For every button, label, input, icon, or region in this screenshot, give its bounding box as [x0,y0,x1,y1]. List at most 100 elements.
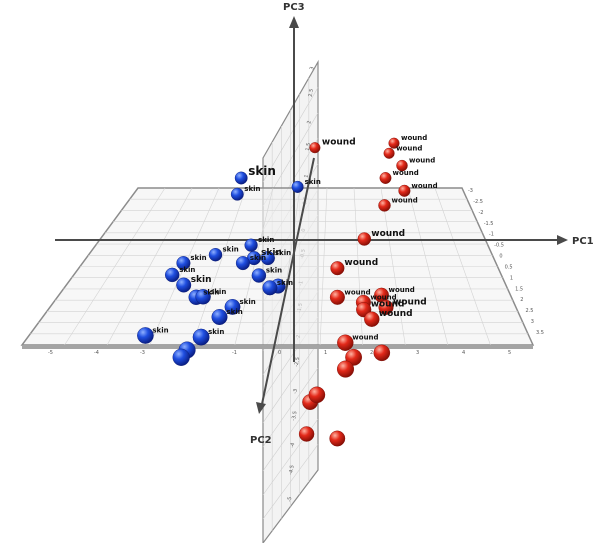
wound-point [378,299,394,315]
horizontal-plane: -5 -4 -3 -2 -1 0 1 2 3 4 5 -3-2.5 -2-1.5 -1-0.5 00.5 1… [20,187,544,356]
grid-line [262,367,319,447]
skin-point [234,171,248,185]
pc2-tick-label: -1.5 [484,221,494,227]
skin-point-label: skin [244,185,260,193]
pc2-axis-arrowhead [256,402,266,414]
axes: PC1 PC3 PC2 [55,2,594,446]
skin-point [251,268,267,283]
skin-point [172,348,190,366]
skin-point [224,298,241,315]
skin-point [244,238,258,252]
wound-point-label: wound [396,144,422,152]
skin-point-label: skin [277,279,293,287]
wound-point [379,172,392,184]
wound-point [337,360,355,378]
wound-point-label: wound [401,134,427,142]
wound-point-label: wound [344,288,370,296]
wound-point-label: wound [352,334,378,342]
pc1-tick-label: -3 [140,350,145,356]
pc3-tick-label: 2.5 [308,88,315,97]
pc1-tick-label: 5 [508,350,511,356]
pc3-tick-label: 3 [309,66,315,70]
pc3-tick-label: -2.5 [294,357,302,368]
wound-point-label: wound [393,169,419,177]
point-labels: skinskinskinskinskinskinskinskinskinskin… [152,134,437,342]
wound-point [298,426,315,442]
wound-point-label: wound [371,229,405,239]
wound-point [364,311,380,327]
pc2-tick-label: -2 [478,210,483,216]
grid-line [262,444,319,520]
pc2-tick-label: -3 [468,188,473,194]
grid-line [262,87,319,183]
wound-point [308,386,326,404]
skin-point-label: skin [208,328,224,336]
skin-point-label: skin [258,236,274,244]
pc1-tick-label: -1 [232,350,237,356]
skin-point-label: skin [250,254,266,262]
pc2-tick-label: 1.5 [515,286,523,292]
pc1-tick-label: 2 [370,350,373,356]
skin-point-label: skin [179,266,195,274]
skin-point-label: skin [203,288,219,296]
wound-point-label: wound [409,157,435,165]
wound-point [329,289,345,305]
wound-point-label: wound [370,293,396,301]
skin-point [176,256,191,271]
wound-point [345,348,362,366]
pc2-axis-label: PC2 [250,435,272,446]
wound-point [329,430,346,447]
pc3-tick-label: 2 [306,120,312,124]
pc2-tick-label: -0.5 [494,243,504,249]
wound-point-label: wound [392,196,418,204]
skin-point [192,328,210,346]
pc1-axis-arrowhead [557,235,568,245]
grid-line [262,342,319,423]
wound-point-label: wound [379,309,413,319]
pc1-tick-label: 4 [462,350,465,356]
pc3-tick-label: 1.5 [305,142,312,151]
skin-point-label: skin [223,246,239,254]
pc2-axis-line [261,157,315,405]
skin-point [211,309,228,326]
pc2-tick-label: -1 [489,232,494,238]
pc2-tick-label: 3.5 [536,330,544,336]
skin-point [137,327,154,344]
pc2-tick-label: 2 [520,297,523,303]
wound-point-label: wound [322,138,356,148]
pc3-tick-label: -4 [289,442,296,448]
skin-point-label: skin [227,308,243,316]
skin-point-label: skin [190,254,206,262]
pc3-tick-label: -5 [287,496,294,502]
wound-point-label: wound [393,297,427,307]
pc2-tick-label: 0 [499,254,502,260]
wound-point [373,344,391,362]
wound-point [396,159,408,172]
skin-point-label: skin [191,275,212,285]
wound-point-label: wound [411,182,437,190]
pc3-tick-label: -3 [292,388,299,394]
skin-point [291,180,304,193]
pc1-tick-label: -5 [48,350,53,356]
pc2-tick-label: 3 [531,319,534,325]
skin-point-label: skin [240,298,256,306]
pc1-tick-label: 3 [416,350,419,356]
skin-point-label: skin [266,267,282,275]
wound-point [398,184,411,197]
wound-point-label: wound [371,300,405,310]
wound-point [378,199,391,212]
pc1-tick-label: 0 [278,350,281,356]
wound-point [309,142,321,154]
pc3-tick-label: -4.5 [288,465,296,476]
skin-point [235,256,250,271]
pc3-tick-label: -3.5 [291,411,299,422]
skin-point [176,277,192,293]
wound-point [388,137,400,149]
pc2-tick-labels: -3-2.5 -2-1.5 -1-0.5 00.5 11.5 22.5 33.5 [468,188,544,336]
skin-point-label: skin [210,288,226,296]
skin-point [208,247,223,262]
wound-point [330,261,345,276]
